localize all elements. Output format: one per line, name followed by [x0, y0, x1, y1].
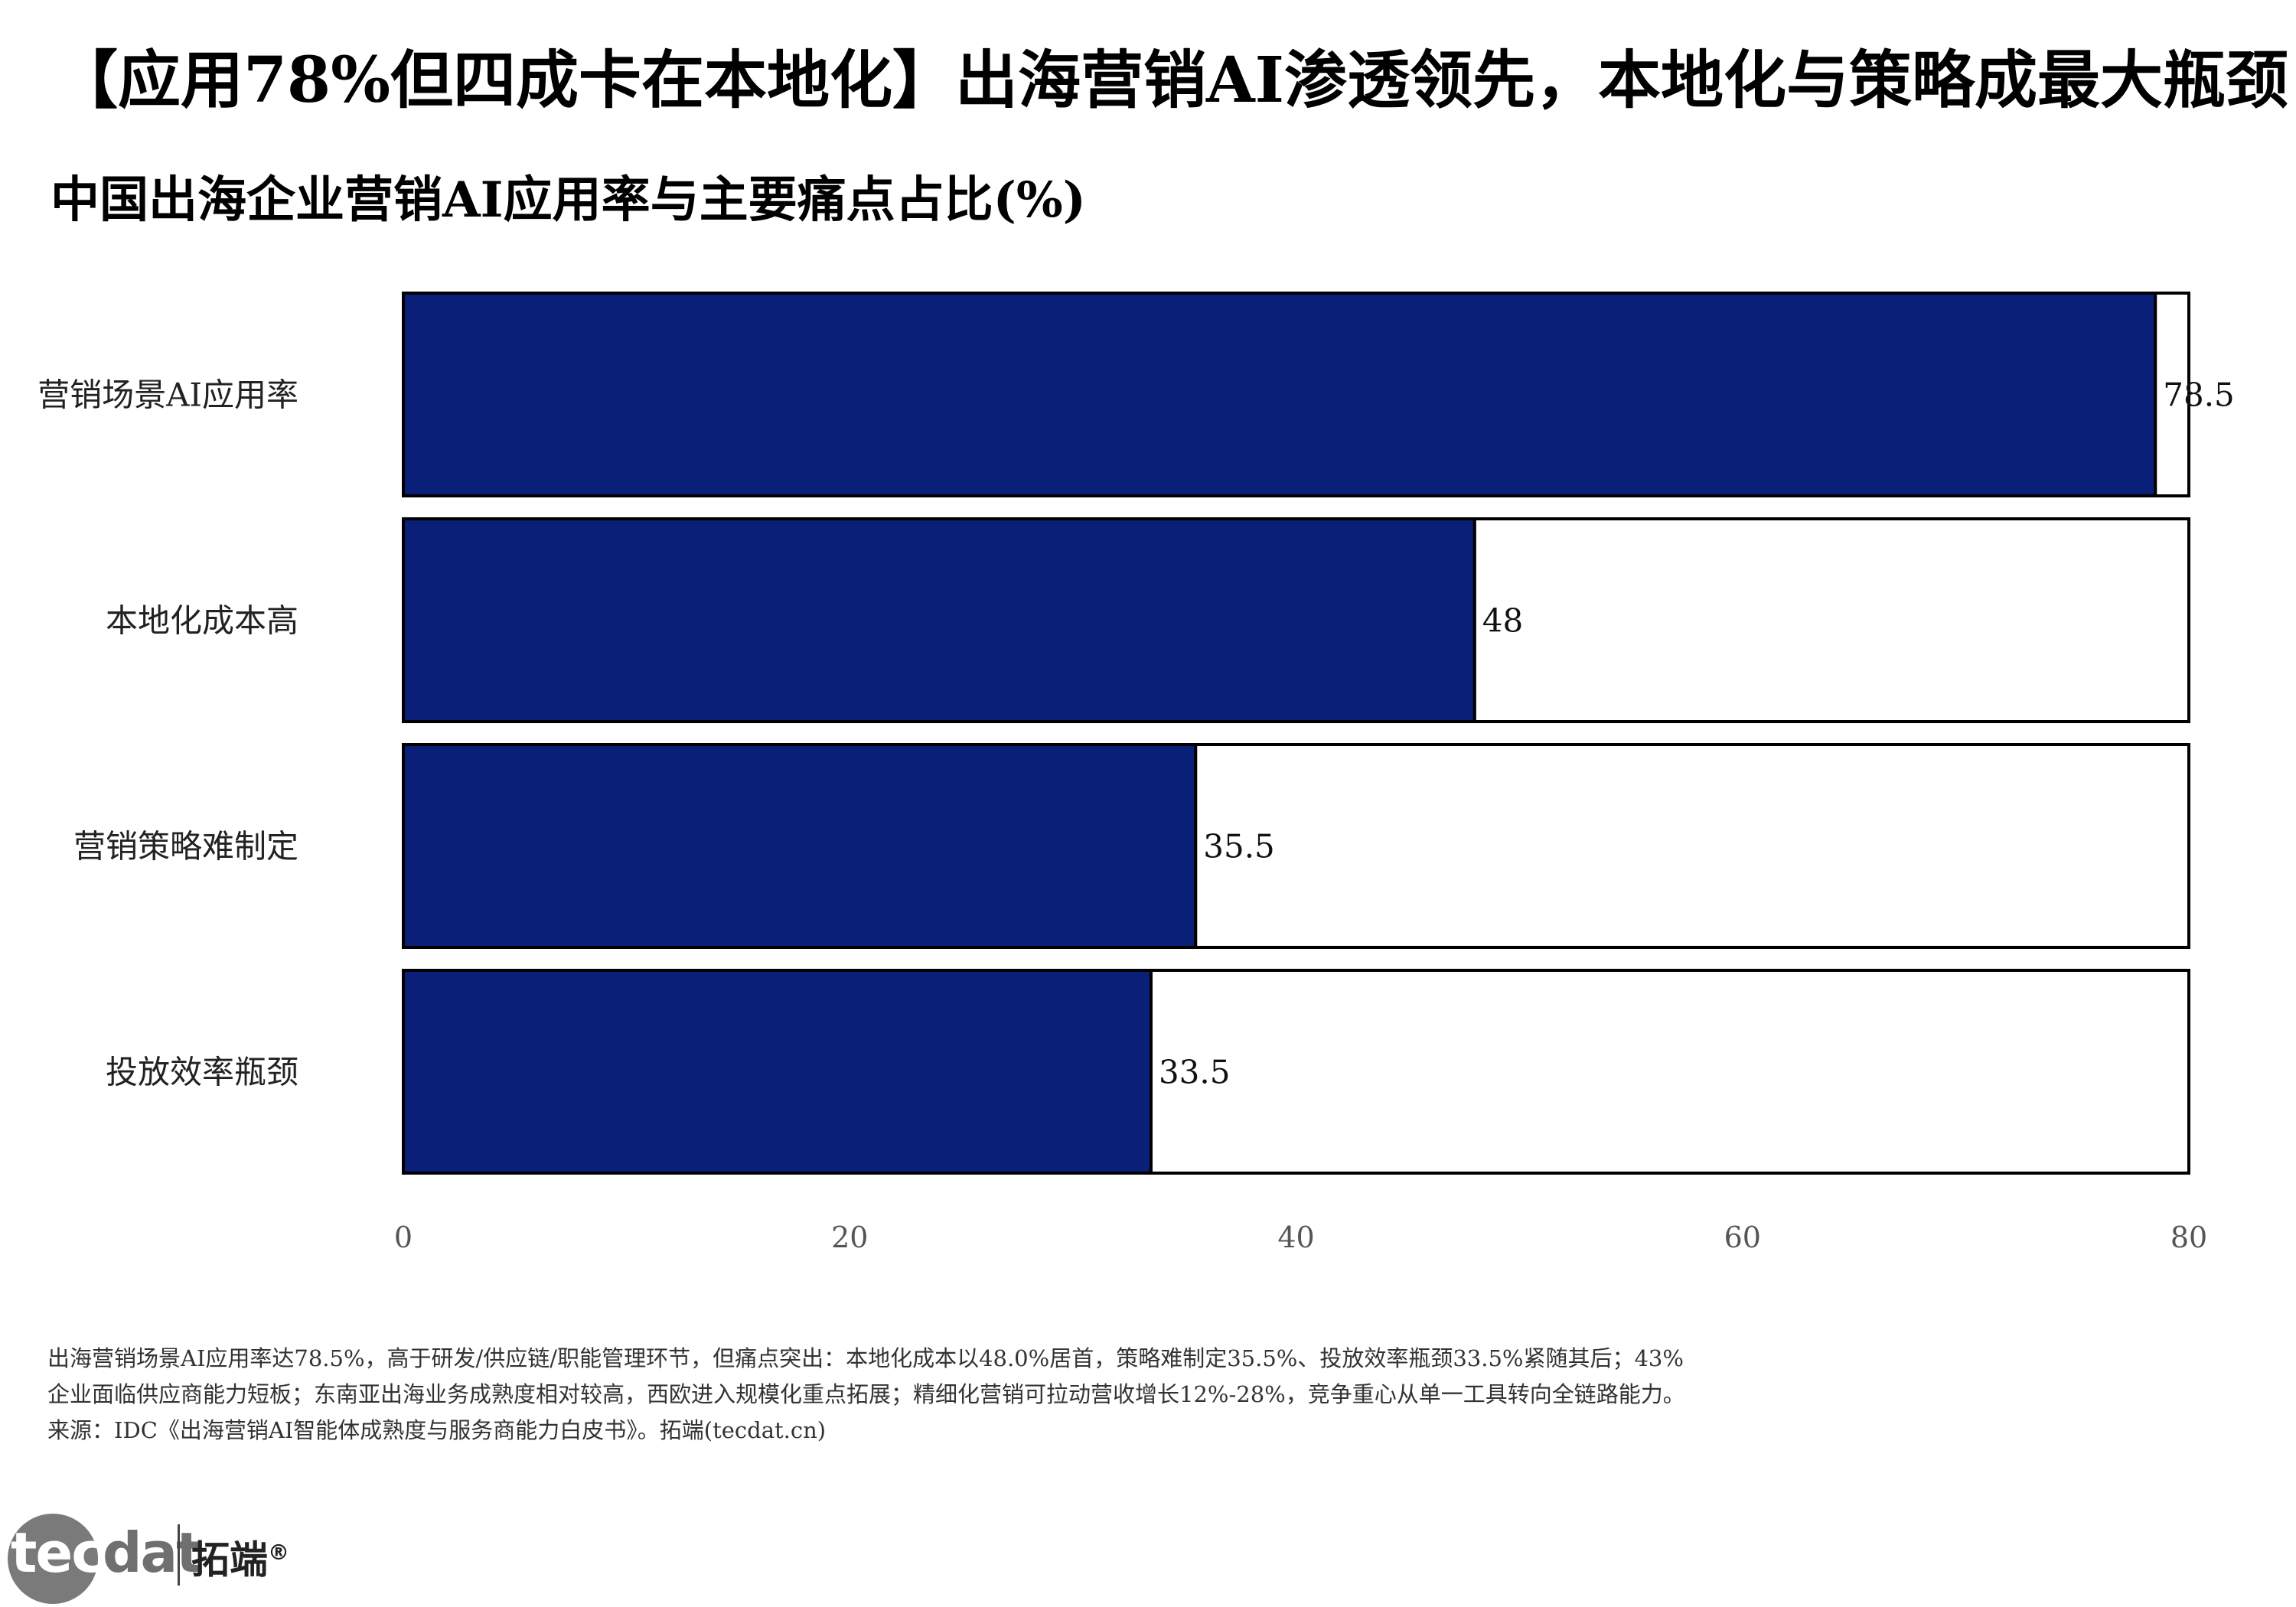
- x-tick-label: 60: [1724, 1221, 1761, 1254]
- category-label: 本地化成本高: [106, 602, 298, 640]
- bar: [402, 969, 1153, 1175]
- chart-subtitle: 中国出海企业营销AI应用率与主要痛点占比(%): [51, 171, 1086, 229]
- value-label: 48: [1482, 602, 1523, 640]
- brand-chinese-name: 拓端®: [191, 1537, 289, 1583]
- x-tick-label: 20: [831, 1221, 868, 1254]
- brand-divider: [178, 1524, 180, 1586]
- brand-logo: tecdat 拓端®: [8, 1514, 329, 1604]
- bar: [402, 517, 1476, 723]
- category-label: 营销策略难制定: [73, 828, 298, 865]
- value-label: 35.5: [1203, 828, 1275, 865]
- value-label: 78.5: [2163, 376, 2235, 414]
- bar: [402, 743, 1198, 949]
- headline: 【应用78%但四成卡在本地化】出海营销AI渗透领先，本地化与策略成最大瓶颈: [55, 44, 2289, 117]
- x-tick-label: 40: [1277, 1221, 1314, 1254]
- brand-wordmark: tecdat: [11, 1521, 202, 1585]
- bar-chart: 营销场景AI应用率 78.5 本地化成本高 48 营销策略难制定 35.5 投放效率瓶颈 33…: [38, 292, 2235, 1254]
- value-label: 33.5: [1159, 1054, 1231, 1091]
- category-label: 投放效率瓶颈: [106, 1054, 298, 1091]
- x-tick-label: 80: [2170, 1221, 2207, 1254]
- logo-circle-icon: [8, 1514, 98, 1604]
- category-label: 营销场景AI应用率: [38, 376, 298, 414]
- x-tick-label: 0: [394, 1221, 413, 1254]
- bar: [402, 292, 2157, 497]
- footnote: 出海营销场景AI应用率达78.5%，高于研发/供应链/职能管理环节，但痛点突出：…: [47, 1345, 1685, 1443]
